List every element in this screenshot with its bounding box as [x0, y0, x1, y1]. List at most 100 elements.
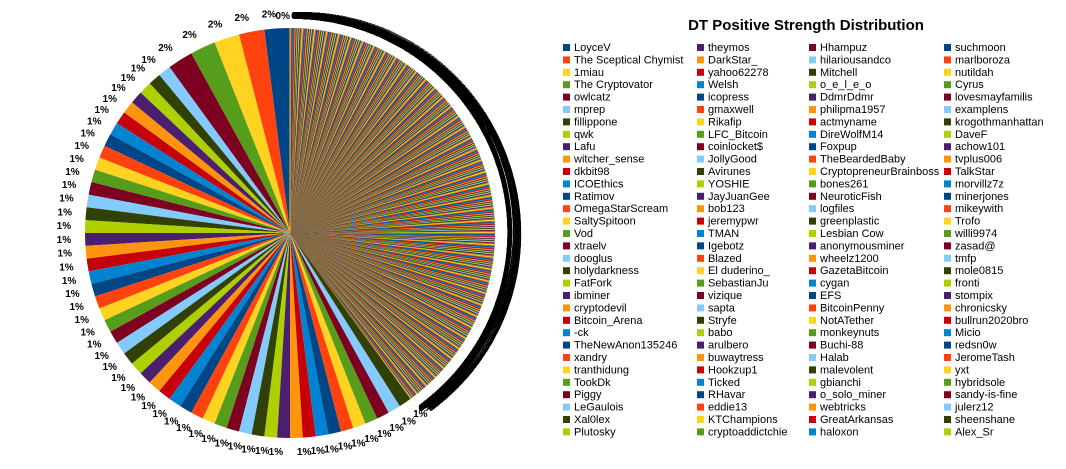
legend-swatch	[809, 118, 816, 126]
pie-percent-label: 0%	[478, 336, 493, 347]
pie-percent-label: 0%	[421, 401, 436, 412]
pie-percent-label: 0%	[504, 263, 519, 274]
pie-percent-label: 0%	[428, 396, 443, 407]
pie-percent-label: 0%	[505, 199, 520, 210]
pie-percent-label: 0%	[506, 254, 521, 265]
pie-slice	[124, 102, 291, 233]
legend-entry: stompix	[955, 290, 993, 302]
pie-percent-label: 0%	[506, 248, 521, 259]
pie-percent-label: 0%	[404, 43, 419, 54]
legend-entry: julerz12	[954, 402, 994, 414]
pie-slice	[110, 233, 290, 343]
pie-percent-label: 1%	[58, 207, 73, 218]
legend-swatch	[697, 130, 704, 138]
pie-percent-label: 0%	[310, 12, 325, 23]
pie-slice	[132, 233, 290, 374]
pie-percent-label: 0%	[436, 388, 451, 399]
pie-percent-label: 0%	[480, 333, 495, 344]
pie-percent-label: 0%	[439, 386, 454, 397]
legend-entry: mprep	[574, 104, 605, 116]
pie-percent-label: 0%	[315, 12, 330, 23]
pie-percent-label: 0%	[430, 63, 445, 74]
legend-swatch	[563, 304, 570, 312]
pie-percent-label: 1%	[87, 117, 102, 128]
pie-percent-label: 0%	[407, 45, 422, 56]
legend-entry: Stryfe	[708, 315, 737, 327]
legend-entry: GreatArkansas	[820, 414, 894, 426]
legend-entry: witcher_sense	[573, 154, 644, 166]
pie-percent-label: 0%	[507, 229, 522, 240]
legend-swatch	[809, 378, 816, 386]
pie-percent-label: 0%	[463, 359, 478, 370]
legend-swatch	[809, 391, 816, 399]
pie-percent-label: 0%	[448, 377, 463, 388]
pie-percent-label: 1%	[111, 83, 126, 94]
legend-swatch	[697, 217, 704, 225]
pie-percent-label: 0%	[491, 147, 506, 158]
pie-percent-label: 0%	[500, 175, 515, 186]
pie-percent-label: 0%	[482, 127, 497, 138]
legend-swatch	[697, 56, 704, 64]
pie-percent-label: 0%	[495, 157, 510, 168]
legend-swatch	[944, 292, 951, 299]
legend-swatch	[944, 242, 951, 250]
pie-percent-label: 0%	[468, 105, 483, 116]
legend-entry: Cyrus	[955, 79, 984, 91]
pie-percent-label: 0%	[430, 394, 445, 405]
legend-swatch	[809, 192, 816, 200]
pie-percent-label: 0%	[504, 191, 519, 202]
pie-percent-label: 0%	[474, 113, 489, 124]
pie-percent-label: 0%	[481, 125, 496, 136]
legend-swatch	[563, 403, 570, 411]
legend-entry: mole0815	[955, 265, 1003, 277]
pie-percent-label: 0%	[417, 52, 432, 63]
pie-percent-label: 0%	[490, 145, 505, 156]
pie-percent-label: 0%	[463, 360, 478, 371]
pie-percent-label: 0%	[497, 294, 512, 305]
pie-percent-label: 0%	[499, 287, 514, 298]
pie-percent-label: 0%	[435, 66, 450, 77]
pie-percent-label: 0%	[472, 346, 487, 357]
legend-swatch	[944, 230, 951, 237]
pie-percent-label: 0%	[504, 192, 519, 203]
legend-swatch	[697, 118, 704, 126]
pie-percent-label: 0%	[372, 27, 387, 38]
pie-percent-label: 0%	[487, 319, 502, 330]
pie-slice	[85, 233, 291, 259]
pie-percent-label: 1%	[75, 141, 90, 152]
pie-percent-label: 0%	[484, 326, 499, 337]
legend-swatch	[809, 341, 816, 349]
pie-percent-label: 0%	[414, 50, 429, 61]
pie-percent-label: 0%	[495, 299, 510, 310]
pie-percent-label: 1%	[80, 327, 95, 338]
pie-percent-label: 0%	[507, 219, 522, 230]
pie-slice	[264, 233, 290, 438]
pie-percent-label: 0%	[461, 361, 476, 372]
legend-swatch	[697, 304, 704, 312]
pie-slice	[169, 233, 290, 407]
pie-slice	[180, 233, 290, 413]
pie-percent-label: 0%	[497, 292, 512, 303]
pie-percent-label: 1%	[364, 434, 379, 445]
legend-entry: bones261	[820, 178, 868, 190]
pie-percent-label: 0%	[332, 15, 347, 26]
pie-slice	[95, 233, 290, 309]
pie-percent-label: 0%	[490, 312, 505, 323]
pie-percent-label: 0%	[395, 38, 410, 49]
legend-entry: TheBeardedBaby	[820, 154, 906, 166]
pie-percent-label: 0%	[399, 41, 414, 52]
pie-percent-label: 0%	[443, 382, 458, 393]
pie-percent-label: 0%	[505, 261, 520, 272]
pie-percent-label: 0%	[496, 161, 511, 172]
legend-entry: Buchi-88	[820, 340, 863, 352]
pie-percent-label: 0%	[502, 274, 517, 285]
pie-percent-label: 0%	[502, 180, 517, 191]
pie-percent-label: 0%	[506, 244, 521, 255]
pie-percent-label: 0%	[505, 196, 520, 207]
pie-percent-label: 0%	[438, 387, 453, 398]
pie-percent-label: 0%	[311, 12, 326, 23]
pie-percent-label: 0%	[356, 21, 371, 32]
pie-percent-label: 0%	[491, 309, 506, 320]
legend-entry: Foxpup	[820, 141, 857, 153]
pie-slice	[290, 233, 400, 413]
